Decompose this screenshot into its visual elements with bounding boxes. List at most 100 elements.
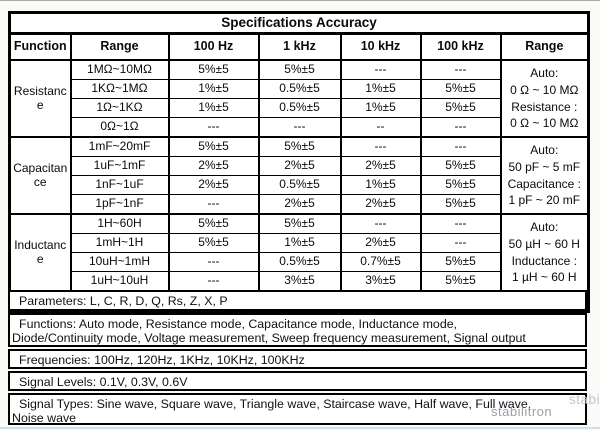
accuracy-cell: --- bbox=[419, 59, 502, 80]
function-label-resistance: Resistance bbox=[8, 59, 72, 138]
table-row: 1mH~1H 5%±5 1%±5 2%±5 --- bbox=[10, 233, 589, 253]
accuracy-cell: -- bbox=[339, 117, 422, 138]
functions-text-line1: Functions: Auto mode, Resistance mode, C… bbox=[19, 316, 458, 331]
accuracy-cell: --- bbox=[167, 117, 260, 138]
accuracy-cell: --- bbox=[419, 213, 502, 234]
accuracy-cell: --- bbox=[339, 213, 422, 234]
range-cell: 1mH~1H bbox=[69, 233, 170, 253]
accuracy-cell: 0.5%±5 bbox=[257, 175, 342, 195]
note-line: Auto: bbox=[530, 219, 559, 234]
table-title-row: Specifications Accuracy bbox=[8, 12, 590, 35]
range-cell: 1Ω~1KΩ bbox=[69, 98, 170, 118]
accuracy-cell: 5%±5 bbox=[257, 213, 342, 234]
range-cell: 1uH~10uH bbox=[69, 271, 170, 292]
accuracy-cell: 0.5%±5 bbox=[257, 98, 342, 118]
note-line: Capacitance : bbox=[507, 176, 581, 191]
range-cell: 1mF~20mF bbox=[69, 136, 170, 157]
note-line: Resistance : bbox=[511, 99, 578, 114]
range-cell: 1nF~1uF bbox=[69, 175, 170, 195]
functions-text-line2: Diode/Continuity mode, Voltage measureme… bbox=[12, 331, 526, 346]
note-line: Auto: bbox=[530, 65, 559, 80]
accuracy-cell: 0.7%±5 bbox=[339, 252, 422, 272]
note-line: Inductance : bbox=[511, 253, 577, 268]
accuracy-cell: 5%±5 bbox=[257, 59, 342, 80]
signal-types-text-line2: Noise wave bbox=[12, 411, 77, 425]
accuracy-cell: 5%±5 bbox=[167, 136, 260, 157]
table-row: 10uH~1mH --- 0.5%±5 0.7%±5 5%±5 bbox=[10, 252, 589, 272]
accuracy-cell: --- bbox=[419, 117, 502, 138]
note-line: Auto: bbox=[530, 142, 559, 157]
range-cell: 1MΩ~10MΩ bbox=[69, 59, 170, 80]
col-header-100hz: 100 Hz bbox=[167, 33, 260, 61]
section-frequencies: Frequencies: 100Hz, 120Hz, 1KHz, 10KHz, … bbox=[8, 349, 587, 369]
accuracy-cell: 0.5%±5 bbox=[257, 79, 342, 99]
accuracy-cell: 2%±5 bbox=[257, 194, 342, 215]
table-row: 1pF~1nF --- 2%±5 2%±5 5%±5 bbox=[10, 194, 589, 215]
accuracy-cell: --- bbox=[339, 136, 422, 157]
signal-types-text-line1: Signal Types: Sine wave, Square wave, Tr… bbox=[19, 396, 532, 411]
range-cell: 1uF~1mF bbox=[69, 156, 170, 176]
note-line: 1 pF ~ 20 mF bbox=[508, 193, 581, 208]
accuracy-cell: 5%±5 bbox=[167, 59, 260, 80]
accuracy-cell: 1%±5 bbox=[167, 98, 260, 118]
accuracy-cell: 2%±5 bbox=[339, 156, 422, 176]
accuracy-cell: --- bbox=[167, 271, 260, 292]
note-line: 0 Ω ~ 10 MΩ bbox=[510, 116, 579, 131]
section-functions: Functions: Auto mode, Resistance mode, C… bbox=[8, 313, 587, 347]
accuracy-cell: 5%±5 bbox=[167, 213, 260, 234]
accuracy-cell: 5%±5 bbox=[419, 79, 502, 99]
spec-table: Specifications Accuracy Function Range 1… bbox=[8, 11, 591, 313]
accuracy-cell: 1%±5 bbox=[167, 79, 260, 99]
section-parameters: Parameters: L, C, R, D, Q, Rs, Z, X, P bbox=[8, 290, 587, 311]
accuracy-cell: --- bbox=[419, 136, 502, 157]
page-title: Specifications Accuracy bbox=[8, 12, 590, 35]
col-header-100khz: 100 kHz bbox=[419, 33, 502, 61]
watermark-stabilitron: stabilitron bbox=[491, 404, 553, 419]
accuracy-cell: 5%±5 bbox=[257, 136, 342, 157]
note-line: 1 µH ~ 60 H bbox=[511, 270, 577, 285]
accuracy-cell: --- bbox=[339, 59, 422, 80]
table-row: Capacitance 1mF~20mF 5%±5 5%±5 --- --- A… bbox=[8, 136, 590, 215]
accuracy-cell: 1%±5 bbox=[257, 233, 342, 253]
accuracy-cell: 5%±5 bbox=[167, 233, 260, 253]
accuracy-cell: 2%±5 bbox=[257, 156, 342, 176]
range-note-capacitance: Auto: 50 pF ~ 5 mF Capacitance : 1 pF ~ … bbox=[499, 136, 590, 215]
frequencies-text: Frequencies: 100Hz, 120Hz, 1KHz, 10KHz, … bbox=[19, 352, 305, 367]
range-cell: 0Ω~1Ω bbox=[69, 117, 170, 138]
accuracy-cell: 2%±5 bbox=[167, 156, 260, 176]
note-line: 50 µH ~ 60 H bbox=[508, 236, 580, 251]
col-header-10khz: 10 kHz bbox=[339, 33, 422, 61]
table-row: Inductance 1H~60H 5%±5 5%±5 --- --- Auto… bbox=[8, 213, 590, 292]
accuracy-cell: 5%±5 bbox=[419, 271, 502, 292]
accuracy-cell: 3%±5 bbox=[339, 271, 422, 292]
accuracy-cell: 1%±5 bbox=[339, 175, 422, 195]
function-label-inductance: Inductance bbox=[8, 213, 72, 292]
range-cell: 1pF~1nF bbox=[69, 194, 170, 215]
col-header-range-right: Range bbox=[499, 33, 590, 61]
note-line: 50 pF ~ 5 mF bbox=[508, 159, 581, 174]
section-signal-levels: Signal Levels: 0.1V, 0.3V, 0.6V bbox=[8, 371, 587, 391]
range-note-inductance: Auto: 50 µH ~ 60 H Inductance : 1 µH ~ 6… bbox=[499, 213, 590, 292]
accuracy-cell: 5%±5 bbox=[419, 175, 502, 195]
note-line: 0 Ω ~ 10 MΩ bbox=[510, 82, 579, 97]
range-cell: 1H~60H bbox=[69, 213, 170, 234]
range-cell: 1KΩ~1MΩ bbox=[69, 79, 170, 99]
parameters-text: Parameters: L, C, R, D, Q, Rs, Z, X, P bbox=[19, 293, 228, 308]
col-header-1khz: 1 kHz bbox=[257, 33, 342, 61]
accuracy-cell: --- bbox=[167, 194, 260, 215]
signal-levels-text: Signal Levels: 0.1V, 0.3V, 0.6V bbox=[19, 374, 188, 389]
scan-artifact-line bbox=[0, 427, 600, 429]
range-cell: 10uH~1mH bbox=[69, 252, 170, 272]
table-row: Resistance 1MΩ~10MΩ 5%±5 5%±5 --- --- Au… bbox=[8, 59, 590, 138]
table-row: 0Ω~1Ω --- --- -- --- bbox=[10, 117, 589, 138]
accuracy-cell: --- bbox=[167, 252, 260, 272]
accuracy-cell: 2%±5 bbox=[167, 175, 260, 195]
table-row: 1nF~1uF 2%±5 0.5%±5 1%±5 5%±5 bbox=[10, 175, 589, 195]
accuracy-cell: 1%±5 bbox=[339, 98, 422, 118]
accuracy-cell: --- bbox=[257, 117, 342, 138]
table-row: 1KΩ~1MΩ 1%±5 0.5%±5 1%±5 5%±5 bbox=[10, 79, 589, 99]
scan-edge-line bbox=[0, 0, 600, 1]
accuracy-cell: 5%±5 bbox=[419, 156, 502, 176]
accuracy-cell: 2%±5 bbox=[339, 194, 422, 215]
table-row: 1Ω~1KΩ 1%±5 0.5%±5 1%±5 5%±5 bbox=[10, 98, 589, 118]
